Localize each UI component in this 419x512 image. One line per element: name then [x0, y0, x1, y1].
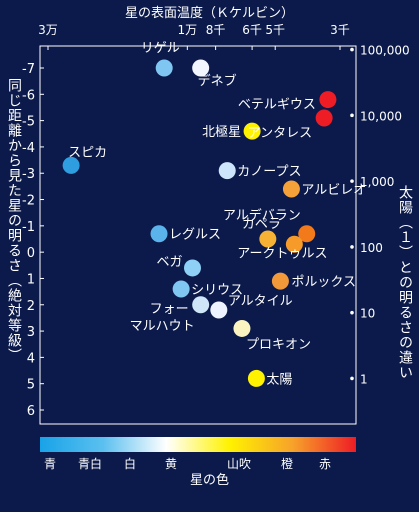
y-axis-label-right: 太陽（１）との明るさの違い	[397, 185, 413, 380]
x-axis-label: 星の色	[189, 473, 229, 488]
star-point	[155, 59, 173, 77]
luminosity-tick-label: 100,000	[360, 44, 410, 58]
color-tick-label: 青	[44, 457, 56, 471]
luminosity-tick	[350, 245, 354, 249]
star-label: アンタレス	[248, 126, 312, 141]
magnitude-tick-label: 1	[27, 272, 35, 287]
magnitude-tick-label: 3	[27, 325, 35, 340]
magnitude-tick-label: -4	[22, 141, 35, 156]
star-point	[210, 301, 228, 319]
star-point	[172, 280, 190, 298]
luminosity-tick	[350, 113, 354, 118]
luminosity-tick-label: 10	[360, 307, 375, 321]
color-tick-label: 山吹	[227, 457, 251, 471]
star-point	[282, 180, 300, 198]
star-point	[183, 259, 201, 277]
star-point	[233, 319, 251, 337]
star-point	[62, 156, 80, 174]
star-label: レグルス	[169, 228, 221, 243]
luminosity-tick-label: 10,000	[360, 109, 402, 123]
luminosity-tick-label: 100	[360, 241, 383, 255]
magnitude-tick-label: 4	[27, 351, 35, 366]
luminosity-tick	[350, 47, 354, 52]
star-point	[285, 235, 303, 253]
color-tick-label: 白	[124, 456, 136, 471]
temperature-tick-label: 8千	[206, 23, 226, 37]
star-label: シリウス	[191, 283, 243, 298]
star-point	[319, 91, 337, 109]
star-label: ベガ	[156, 255, 182, 270]
star-label: アルタイル	[228, 294, 293, 309]
star-point	[259, 230, 277, 248]
star-point	[243, 122, 261, 140]
magnitude-tick-label: -2	[22, 194, 35, 209]
star-label: 北極星	[202, 124, 241, 140]
star-label: リゲル	[141, 41, 180, 56]
star-label: カペラ	[242, 217, 281, 232]
magnitude-tick-label: -1	[22, 220, 35, 235]
temperature-tick-label: 6千	[242, 23, 262, 37]
color-tick-label: 青白	[78, 456, 102, 471]
magnitude-tick-label: 5	[27, 378, 35, 393]
star-point	[218, 162, 236, 180]
luminosity-tick-label: 1,000	[360, 175, 394, 189]
plot-frame	[39, 45, 357, 425]
magnitude-tick-label: -5	[22, 115, 35, 130]
star-point	[192, 59, 210, 77]
temperature-tick-label: 3千	[330, 23, 350, 37]
star-label: ベテルギウス	[238, 98, 316, 113]
star-label: フォーマルハウト	[130, 302, 195, 334]
star-label: デネブ	[198, 73, 237, 89]
star-label: アークトゥルス	[237, 246, 327, 261]
star-point	[247, 369, 265, 387]
color-tick-label: 赤	[319, 457, 331, 471]
star-label: ポルックス	[291, 275, 356, 290]
color-bar	[40, 437, 356, 452]
star-label: プロキオン	[246, 337, 311, 352]
color-tick-label: 橙	[281, 456, 293, 471]
star-label: アルデバラン	[223, 208, 301, 224]
star-label: カノープス	[237, 165, 301, 180]
star-point	[150, 225, 168, 243]
star-label: アルビレオ	[301, 183, 366, 198]
chart-title: 星の表面温度（Ｋケルビン）	[124, 6, 294, 21]
luminosity-tick-label: 1	[360, 372, 368, 386]
luminosity-tick	[350, 179, 354, 183]
temperature-tick-label: 5千	[265, 23, 285, 37]
star-point	[298, 225, 316, 243]
luminosity-tick	[350, 310, 354, 315]
star-point	[271, 272, 289, 290]
magnitude-tick-label: -6	[22, 88, 35, 103]
luminosity-tick	[350, 376, 354, 381]
temperature-tick-label: 1万	[177, 23, 197, 37]
y-axis-label-left: 同じ距離から見た星の明るさ（絶対等級）	[6, 78, 22, 363]
star-label: 太陽	[266, 372, 292, 387]
temperature-tick-label: 3万	[38, 23, 58, 37]
star-label: スピカ	[68, 145, 107, 160]
magnitude-tick-label: -3	[22, 167, 35, 182]
star-point	[315, 109, 333, 127]
star-point	[192, 296, 210, 314]
color-tick-label: 黄	[165, 457, 177, 471]
magnitude-tick-label: -7	[22, 62, 35, 77]
magnitude-tick-label: 6	[27, 404, 35, 419]
magnitude-tick-label: 2	[27, 299, 35, 314]
magnitude-tick-label: 0	[27, 246, 35, 261]
